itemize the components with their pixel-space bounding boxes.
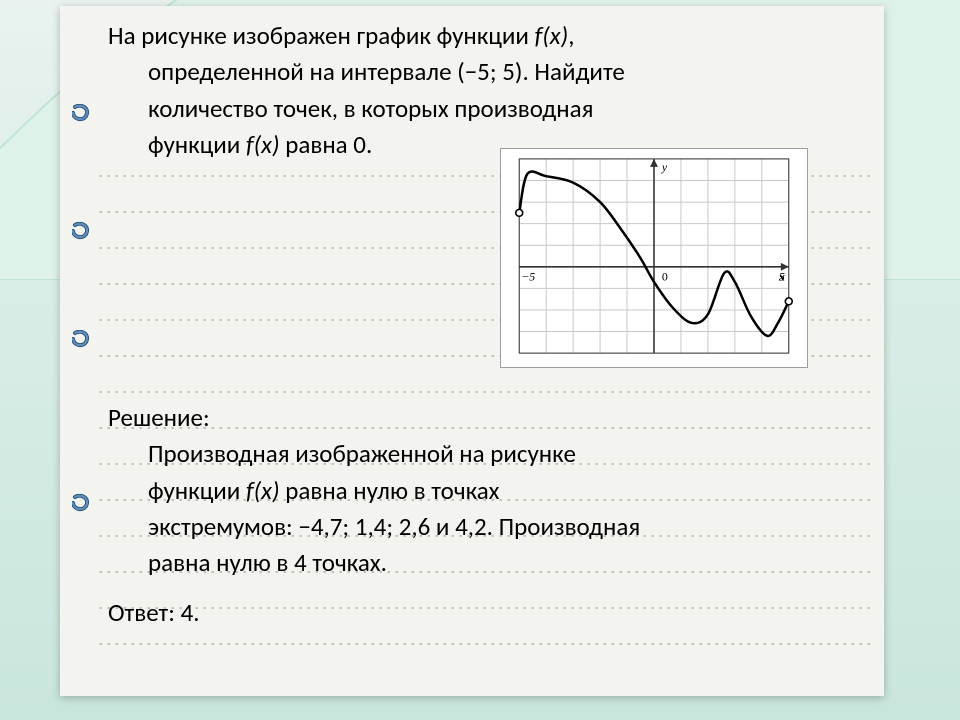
- solution-block: Решение: Производная изображенной на рис…: [108, 400, 864, 632]
- solution-heading: Решение:: [108, 400, 864, 436]
- text: равна нулю в точках: [280, 475, 500, 506]
- svg-text:−5: −5: [521, 270, 535, 284]
- text: ,: [568, 20, 574, 51]
- list-bullet-icon: [72, 494, 90, 512]
- svg-text:0: 0: [662, 270, 668, 284]
- list-bullet-icon: [72, 104, 90, 122]
- list-bullet-icon: [72, 222, 90, 240]
- text: функции: [148, 475, 246, 506]
- text: равна 0.: [280, 129, 373, 160]
- fx: f(x): [535, 20, 569, 51]
- text: определенной на интервале (−5; 5). Найди…: [148, 56, 625, 87]
- slide-card: На рисунке изображен график функции f(x)…: [60, 6, 884, 696]
- text: количество точек, в которых производная: [148, 93, 593, 124]
- fx: f(x): [246, 129, 280, 160]
- text: функции: [148, 129, 246, 160]
- svg-text:y: y: [661, 160, 668, 174]
- text: равна нулю в 4 точках.: [148, 545, 864, 581]
- text: На рисунке изображен график функции: [108, 20, 535, 51]
- answer-line: Ответ: 4.: [108, 595, 864, 631]
- function-chart: 05−5yx: [500, 148, 808, 368]
- text: Производная изображенной на рисунке: [148, 436, 864, 472]
- fx: f(x): [246, 475, 280, 506]
- text: экстремумов: −4,7; 1,4; 2,6 и 4,2. Произ…: [148, 509, 864, 545]
- list-bullet-icon: [72, 330, 90, 348]
- svg-text:x: x: [778, 270, 785, 284]
- problem-text: На рисунке изображен график функции f(x)…: [108, 18, 866, 163]
